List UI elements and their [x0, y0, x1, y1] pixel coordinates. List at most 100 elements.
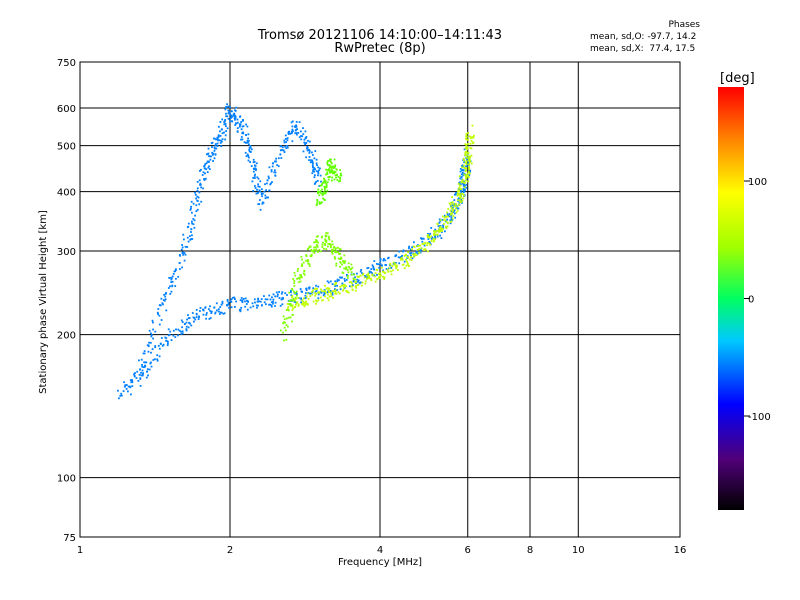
data-point	[311, 164, 314, 167]
data-point	[320, 180, 322, 183]
data-point	[304, 302, 307, 304]
data-point	[459, 183, 461, 186]
data-point	[315, 284, 317, 287]
data-point	[390, 273, 393, 276]
data-point	[397, 269, 399, 271]
data-point	[460, 173, 463, 176]
data-point	[441, 215, 444, 218]
data-point	[398, 262, 401, 265]
data-point	[178, 254, 181, 256]
data-point	[408, 245, 410, 248]
data-point	[313, 241, 315, 244]
data-point	[442, 224, 444, 227]
data-point	[209, 310, 212, 312]
data-point	[324, 189, 326, 192]
data-point	[318, 191, 320, 193]
data-point	[261, 192, 264, 195]
data-point	[458, 175, 461, 178]
data-point	[467, 152, 470, 155]
data-point	[462, 174, 465, 177]
data-point	[188, 321, 190, 324]
data-point	[343, 267, 346, 270]
data-point	[455, 207, 457, 210]
data-point	[270, 169, 273, 171]
data-point	[226, 298, 229, 301]
data-point	[214, 144, 217, 147]
data-point	[326, 172, 329, 175]
data-point	[463, 194, 465, 197]
data-point	[312, 300, 315, 303]
data-point	[333, 158, 336, 161]
data-point	[376, 263, 378, 265]
data-point	[465, 146, 468, 149]
data-point	[277, 157, 280, 160]
data-point	[216, 145, 219, 147]
data-point	[245, 155, 248, 158]
data-point	[192, 202, 195, 205]
data-point	[342, 288, 345, 291]
data-point	[219, 135, 222, 137]
data-point	[456, 194, 459, 197]
data-point	[314, 174, 316, 177]
data-point	[278, 291, 280, 293]
plot-frame	[79, 61, 681, 538]
data-point	[402, 249, 405, 252]
data-point	[329, 243, 331, 245]
data-point	[246, 308, 249, 311]
data-point	[307, 303, 309, 306]
data-point	[309, 295, 312, 298]
data-point	[331, 179, 333, 182]
data-point	[331, 240, 334, 243]
data-point	[463, 183, 465, 185]
data-point	[180, 333, 183, 335]
data-point	[379, 272, 382, 275]
data-point	[249, 145, 252, 147]
data-point	[318, 291, 321, 294]
data-point	[185, 328, 188, 330]
data-point	[130, 393, 132, 396]
data-point	[265, 196, 268, 199]
data-point	[275, 291, 278, 294]
data-point	[125, 384, 128, 386]
data-point	[168, 277, 171, 279]
data-point	[438, 218, 441, 221]
data-point	[307, 248, 310, 250]
data-point	[326, 171, 329, 174]
data-point	[217, 310, 220, 313]
data-point	[360, 284, 363, 287]
data-point	[322, 241, 324, 244]
data-point	[315, 180, 317, 183]
data-point	[137, 380, 140, 382]
data-point	[221, 140, 223, 143]
data-point	[134, 372, 136, 374]
data-point	[319, 190, 322, 193]
data-point	[438, 227, 441, 229]
data-point	[363, 276, 366, 279]
data-point	[252, 158, 255, 161]
data-point	[229, 106, 231, 109]
data-point	[430, 235, 432, 238]
data-point	[298, 121, 301, 123]
data-point	[274, 305, 276, 307]
data-point	[294, 126, 297, 128]
data-point	[314, 287, 317, 290]
data-point	[239, 309, 242, 312]
data-point	[301, 299, 304, 302]
data-point	[181, 252, 184, 254]
data-point	[331, 170, 334, 173]
data-point	[313, 157, 316, 160]
data-point	[339, 180, 341, 182]
data-point	[258, 189, 261, 192]
data-point	[468, 166, 471, 169]
data-point	[264, 183, 266, 186]
data-point	[178, 329, 181, 332]
data-point	[330, 169, 333, 171]
data-point	[291, 304, 294, 307]
data-point	[160, 297, 163, 300]
data-point	[124, 385, 126, 388]
data-point	[198, 203, 201, 206]
data-point	[403, 260, 406, 263]
data-point	[355, 286, 358, 289]
data-point	[321, 188, 323, 191]
